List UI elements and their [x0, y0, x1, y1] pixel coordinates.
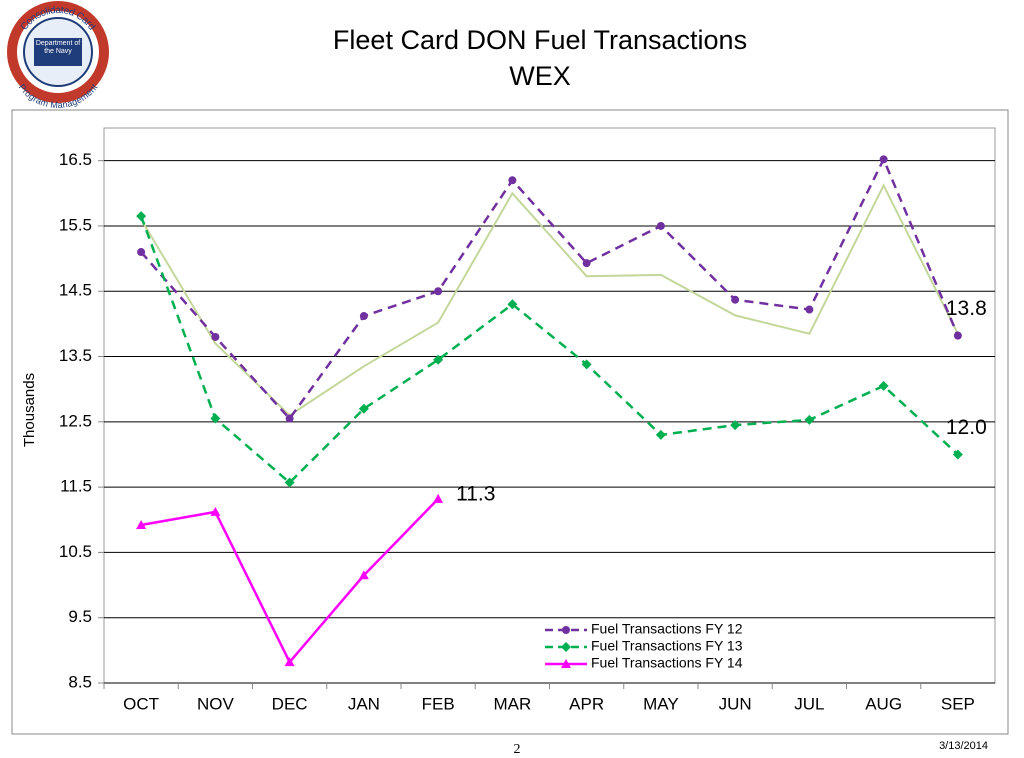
logo-center: Department of the Navy: [35, 40, 81, 55]
y-axis-label: Thousands: [21, 373, 38, 447]
y-tick-label: 8.5: [68, 672, 92, 691]
point: [211, 332, 220, 341]
series-line: [139, 215, 959, 485]
logo-card: [34, 38, 82, 66]
y-tick-label: 15.5: [59, 215, 92, 234]
plot-area: [103, 127, 996, 684]
x-tick-label: DEC: [272, 694, 308, 713]
y-tick-label: 10.5: [59, 542, 92, 561]
point: [359, 312, 368, 321]
point: [805, 305, 814, 314]
x-tick-label: JAN: [348, 694, 380, 713]
point: [136, 211, 147, 222]
chart-title: Fleet Card DON Fuel Transactions: [333, 25, 747, 55]
point: [879, 155, 888, 164]
logo: Consolidated Card Program Management Dep…: [7, 1, 109, 111]
point: [804, 414, 815, 425]
point: [730, 420, 741, 431]
y-tick-label: 12.5: [59, 411, 92, 430]
point: [210, 506, 221, 516]
point: [508, 176, 517, 185]
point: [655, 429, 666, 440]
y-tick-label: 16.5: [59, 150, 92, 169]
legend-label: Fuel Transactions FY 12: [591, 621, 743, 637]
point: [284, 477, 295, 488]
plot: 8.5 9.5 10.5 11.5 12.5 13.5 14.5 15.5 16.5 OCT NOV…: [59, 127, 996, 713]
point: [953, 331, 962, 340]
point: [137, 248, 146, 257]
point: [284, 657, 295, 667]
page-number: 2: [514, 742, 521, 757]
y-tick-label: 9.5: [68, 607, 92, 626]
data-label: 12.0: [946, 416, 987, 439]
point: [561, 659, 571, 668]
point: [434, 287, 443, 296]
legend-label: Fuel Transactions FY 13: [591, 638, 743, 654]
logo-center-box: Department of the Navy: [35, 40, 81, 55]
y-tick-label: 13.5: [59, 346, 92, 365]
x-tick-label: FEB: [422, 694, 455, 713]
point: [358, 570, 369, 580]
point: [878, 380, 889, 391]
legend-label: Fuel Transactions FY 14: [591, 655, 743, 671]
point: [656, 221, 665, 230]
point: [433, 493, 444, 503]
footer-date: 3/13/2014: [939, 740, 988, 752]
x-tick-label: NOV: [197, 694, 235, 713]
x-tick-label: MAY: [643, 694, 679, 713]
point: [562, 626, 570, 634]
point: [507, 299, 518, 310]
point: [952, 449, 963, 460]
x-tick-label: MAR: [493, 694, 531, 713]
x-tick-label: OCT: [123, 694, 159, 713]
point: [433, 354, 444, 365]
point: [210, 413, 221, 424]
point: [358, 403, 369, 414]
data-label: 11.3: [456, 482, 495, 505]
x-tick-label: SEP: [941, 694, 975, 713]
point: [582, 259, 591, 268]
point: [731, 295, 740, 304]
point: [136, 519, 147, 529]
y-tick-label: 11.5: [60, 477, 92, 496]
x-tick-label: JUL: [794, 694, 824, 713]
x-tick-label: APR: [569, 694, 604, 713]
point: [285, 414, 294, 423]
point: [561, 642, 571, 652]
x-tick-label: AUG: [865, 694, 902, 713]
chart-subtitle: WEX: [509, 61, 571, 91]
point: [581, 359, 592, 370]
y-tick-label: 14.5: [59, 281, 92, 300]
x-tick-label: JUN: [719, 694, 752, 713]
data-label: 13.8: [946, 297, 987, 320]
series-line: [140, 156, 960, 421]
